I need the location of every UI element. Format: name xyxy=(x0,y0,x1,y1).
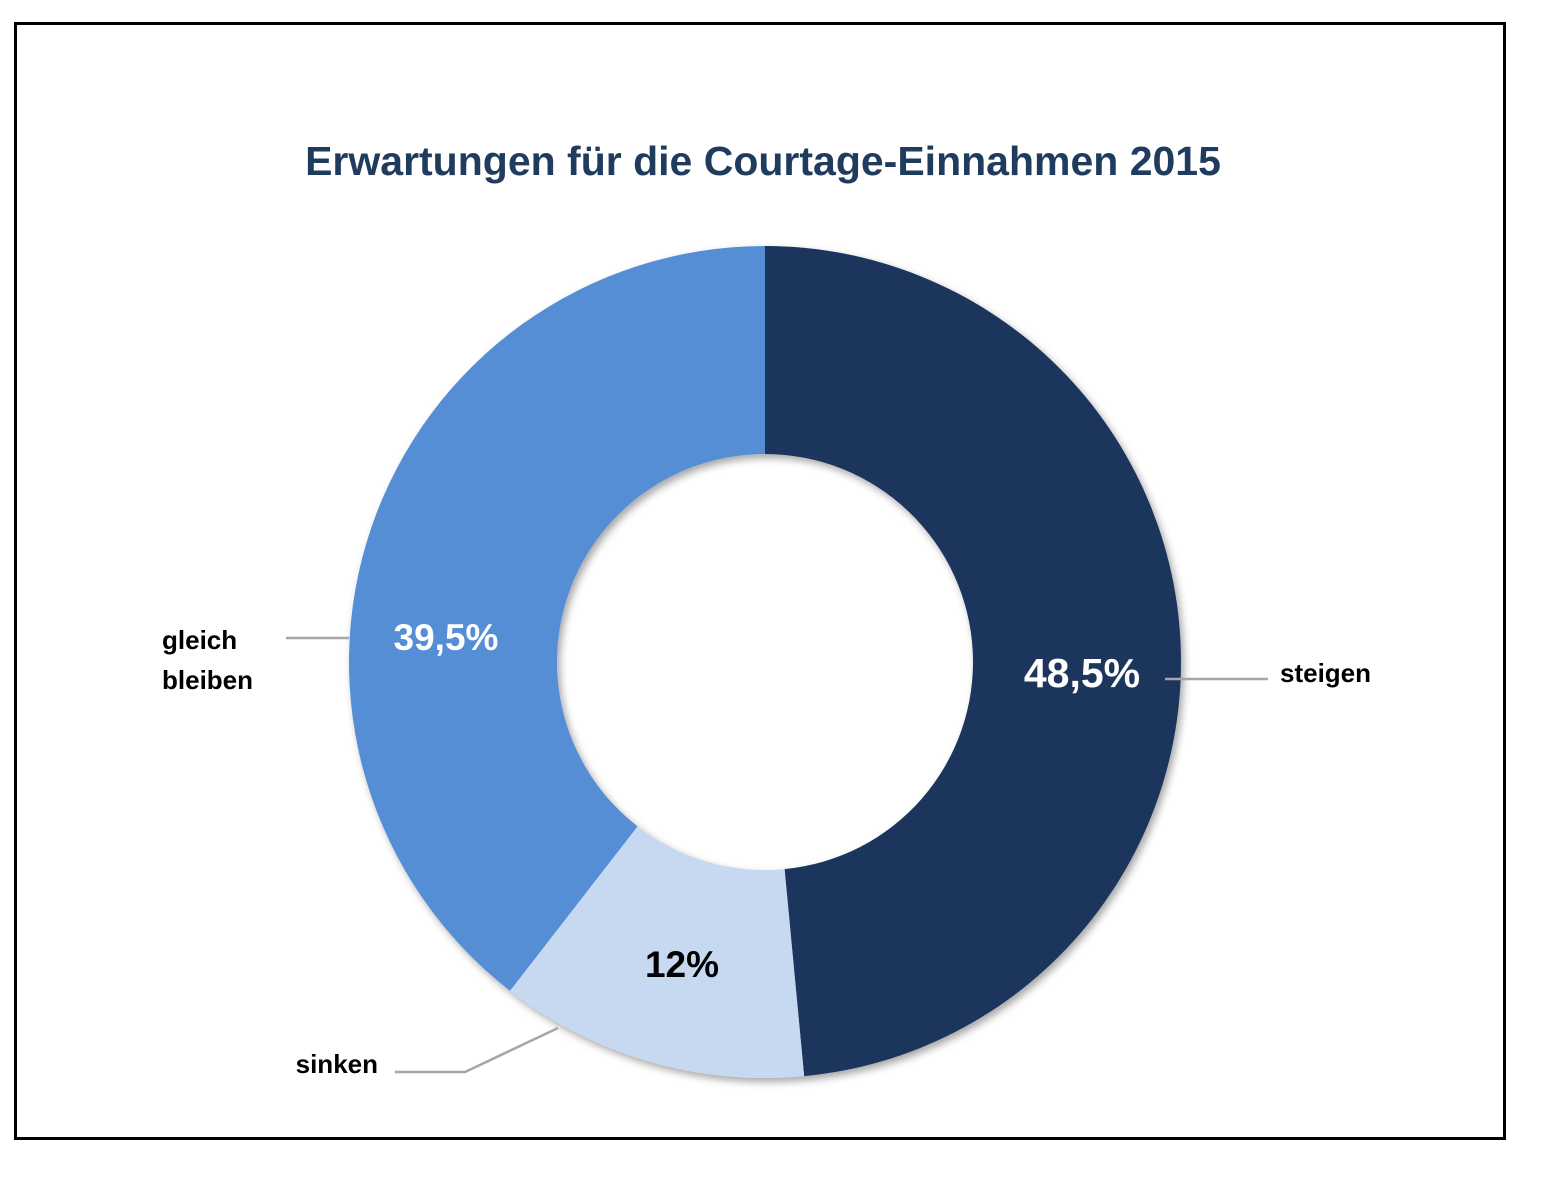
chart-title: Erwartungen für die Courtage-Einnahmen 2… xyxy=(305,138,1221,184)
category-label-steigen: steigen xyxy=(1280,658,1371,688)
category-label-sinken: sinken xyxy=(296,1049,378,1079)
category-label-gleich-bleiben: gleich bleiben xyxy=(162,625,253,695)
donut-segment-steigen xyxy=(765,246,1182,1077)
value-label-steigen: 48,5% xyxy=(1024,650,1140,696)
leader-line-sinken xyxy=(395,1026,559,1074)
value-label-gleich-bleiben: 39,5% xyxy=(394,617,499,658)
value-label-sinken: 12% xyxy=(645,944,719,985)
donut-segment-sinken xyxy=(510,826,805,1078)
donut-segment-gleich-bleiben xyxy=(349,246,765,991)
